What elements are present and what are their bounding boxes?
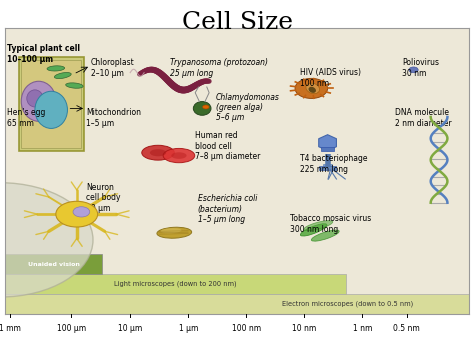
Ellipse shape [150, 149, 166, 156]
Ellipse shape [309, 87, 316, 93]
Ellipse shape [142, 145, 174, 160]
Circle shape [202, 105, 209, 109]
Text: 10 nm: 10 nm [292, 324, 317, 333]
Polygon shape [319, 135, 337, 151]
Bar [5, 294, 469, 314]
Text: Chlamydomonas
(green alga)
5–6 μm: Chlamydomonas (green alga) 5–6 μm [216, 93, 280, 122]
Circle shape [0, 183, 93, 297]
Bar [321, 147, 334, 151]
Text: T4 bacteriophage
225 nm long: T4 bacteriophage 225 nm long [300, 154, 367, 174]
Text: Light microscopes (down to 200 nm): Light microscopes (down to 200 nm) [114, 281, 237, 288]
Ellipse shape [27, 90, 43, 107]
Ellipse shape [55, 72, 71, 78]
Circle shape [295, 78, 328, 98]
Text: Electron microscopes (down to 0.5 nm): Electron microscopes (down to 0.5 nm) [283, 301, 413, 307]
Ellipse shape [163, 148, 195, 163]
Ellipse shape [35, 91, 67, 129]
Text: 100 μm: 100 μm [56, 324, 86, 333]
Circle shape [56, 201, 98, 227]
Text: Cell Size: Cell Size [182, 11, 292, 34]
Ellipse shape [311, 230, 339, 241]
Text: Tobacco mosaic virus
300 nm long: Tobacco mosaic virus 300 nm long [291, 214, 372, 234]
Text: Mitochondrion
1–5 μm: Mitochondrion 1–5 μm [86, 108, 141, 128]
Ellipse shape [301, 224, 327, 236]
Polygon shape [21, 60, 82, 148]
Text: 0.5 nm: 0.5 nm [393, 324, 420, 333]
Ellipse shape [304, 220, 333, 231]
Ellipse shape [66, 83, 83, 88]
Ellipse shape [157, 227, 191, 238]
Text: Unaided vision: Unaided vision [27, 262, 80, 267]
Bar [5, 254, 102, 274]
Polygon shape [18, 57, 84, 151]
Circle shape [409, 67, 418, 73]
Text: Typical plant cell
10–100 μm: Typical plant cell 10–100 μm [7, 44, 80, 64]
Bar [319, 166, 336, 170]
Text: 1 nm: 1 nm [353, 324, 372, 333]
Ellipse shape [47, 66, 64, 71]
Text: Trypanosoma (protozoan)
25 μm long: Trypanosoma (protozoan) 25 μm long [170, 59, 268, 78]
Text: Poliovirus
30 nm: Poliovirus 30 nm [402, 59, 439, 78]
Text: Human red
blood cell
7–8 μm diameter: Human red blood cell 7–8 μm diameter [195, 131, 261, 161]
Text: Hen’s egg
65 mm: Hen’s egg 65 mm [7, 108, 46, 128]
Bar [5, 274, 346, 294]
Text: HIV (AIDS virus)
100 nm: HIV (AIDS virus) 100 nm [300, 69, 361, 88]
Ellipse shape [161, 228, 182, 233]
Bar [323, 164, 332, 167]
Text: 1 mm: 1 mm [0, 324, 21, 333]
Text: 1 μm: 1 μm [179, 324, 198, 333]
Text: 100 nm: 100 nm [232, 324, 261, 333]
Text: Chloroplast
2–10 μm: Chloroplast 2–10 μm [91, 59, 135, 78]
Text: Escherichia coli
(bacterium)
1–5 μm long: Escherichia coli (bacterium) 1–5 μm long [198, 194, 257, 224]
Text: 10 μm: 10 μm [118, 324, 142, 333]
Circle shape [73, 207, 90, 217]
Text: DNA molecule
2 nm diameter: DNA molecule 2 nm diameter [395, 108, 452, 128]
Ellipse shape [306, 83, 319, 94]
Ellipse shape [171, 152, 187, 159]
Text: Neuron
cell body
70 μm: Neuron cell body 70 μm [86, 183, 120, 213]
Ellipse shape [21, 81, 56, 121]
Ellipse shape [193, 102, 211, 115]
